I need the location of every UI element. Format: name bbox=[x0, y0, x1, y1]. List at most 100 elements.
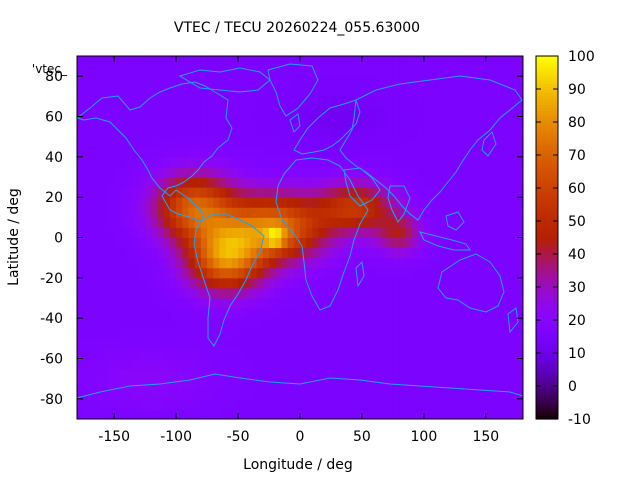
heatmap-cell bbox=[448, 267, 456, 279]
heatmap-cell bbox=[423, 318, 431, 329]
heatmap-cell bbox=[95, 126, 103, 138]
heatmap-cell bbox=[516, 76, 524, 87]
heatmap-cell bbox=[312, 378, 320, 390]
heatmap-cell bbox=[430, 146, 437, 158]
heatmap-cell bbox=[355, 287, 363, 299]
heatmap-cell bbox=[492, 388, 499, 400]
heatmap-cell bbox=[275, 207, 282, 218]
heatmap-cell bbox=[281, 86, 289, 97]
heatmap-cell bbox=[324, 66, 332, 77]
heatmap-cell bbox=[225, 348, 233, 359]
heatmap-cell bbox=[510, 207, 518, 218]
colorbar-segment bbox=[536, 388, 558, 393]
heatmap-cell bbox=[145, 318, 152, 329]
heatmap-cell bbox=[176, 398, 183, 410]
heatmap-cell bbox=[300, 257, 307, 269]
heatmap-cell bbox=[163, 267, 171, 279]
heatmap-cell bbox=[207, 106, 214, 117]
heatmap-cell bbox=[256, 207, 264, 218]
heatmap-cell bbox=[330, 378, 338, 390]
heatmap-cell bbox=[231, 207, 239, 218]
heatmap-cell bbox=[281, 368, 289, 380]
heatmap-cell bbox=[114, 166, 121, 178]
heatmap-cell bbox=[281, 237, 289, 249]
heatmap-cell bbox=[114, 277, 121, 289]
heatmap-cell bbox=[126, 237, 134, 249]
colorbar-segment bbox=[536, 155, 558, 160]
colorbar-segment bbox=[536, 80, 558, 84]
heatmap-cell bbox=[126, 156, 134, 168]
heatmap-cell bbox=[225, 116, 233, 128]
colorbar-segment bbox=[536, 122, 558, 127]
heatmap-cell bbox=[169, 116, 177, 128]
heatmap-cell bbox=[467, 398, 474, 410]
heatmap-cell bbox=[151, 388, 159, 400]
heatmap-cell bbox=[89, 257, 97, 269]
heatmap-cell bbox=[157, 76, 165, 87]
heatmap-cell bbox=[355, 197, 363, 208]
colorbar-segment bbox=[536, 204, 558, 208]
heatmap-cell bbox=[330, 257, 338, 269]
heatmap-cell bbox=[337, 177, 344, 188]
heatmap-cell bbox=[423, 187, 431, 198]
heatmap-cell bbox=[238, 146, 245, 158]
heatmap-cell bbox=[411, 338, 419, 349]
y-axis-label: Latitude / deg bbox=[6, 188, 22, 286]
heatmap-cell bbox=[126, 318, 134, 329]
heatmap-cell bbox=[83, 318, 90, 329]
heatmap-cell bbox=[448, 197, 456, 208]
heatmap-cell bbox=[138, 398, 146, 410]
heatmap-cell bbox=[163, 76, 171, 87]
heatmap-cell bbox=[504, 388, 512, 400]
heatmap-cell bbox=[219, 177, 227, 188]
heatmap-cell bbox=[126, 267, 134, 279]
heatmap-cell bbox=[95, 308, 103, 319]
heatmap-cell bbox=[89, 358, 97, 370]
heatmap-cell bbox=[442, 227, 450, 238]
heatmap-cell bbox=[120, 408, 128, 420]
heatmap-cell bbox=[368, 66, 375, 77]
heatmap-cell bbox=[448, 166, 456, 178]
heatmap-cell bbox=[157, 126, 165, 138]
heatmap-cell bbox=[312, 126, 320, 138]
heatmap-cell bbox=[207, 328, 214, 339]
heatmap-cell bbox=[361, 177, 369, 188]
heatmap-cell bbox=[436, 156, 443, 168]
heatmap-cell bbox=[182, 237, 189, 249]
heatmap-cell bbox=[281, 247, 289, 259]
heatmap-cell bbox=[250, 66, 258, 77]
heatmap-cell bbox=[281, 156, 289, 168]
heatmap-cell bbox=[101, 187, 109, 198]
heatmap-cell bbox=[343, 358, 351, 370]
heatmap-cell bbox=[89, 318, 97, 329]
heatmap-cell bbox=[361, 328, 369, 339]
heatmap-cell bbox=[77, 217, 84, 228]
heatmap-cell bbox=[368, 298, 375, 309]
heatmap-cell bbox=[281, 408, 289, 420]
heatmap-cell bbox=[423, 277, 431, 289]
heatmap-cell bbox=[355, 328, 363, 339]
heatmap-cell bbox=[467, 298, 474, 309]
heatmap-cell bbox=[250, 338, 258, 349]
heatmap-cell bbox=[318, 56, 326, 67]
heatmap-cell bbox=[479, 257, 487, 269]
heatmap-cell bbox=[169, 298, 177, 309]
heatmap-cell bbox=[448, 318, 456, 329]
heatmap-cell bbox=[430, 177, 437, 188]
heatmap-cell bbox=[194, 287, 202, 299]
heatmap-cell bbox=[306, 207, 313, 218]
heatmap-cell bbox=[77, 86, 84, 97]
heatmap-cell bbox=[318, 96, 326, 107]
heatmap-cell bbox=[157, 287, 165, 299]
heatmap-cell bbox=[498, 378, 505, 390]
heatmap-cell bbox=[510, 378, 518, 390]
heatmap-cell bbox=[485, 187, 493, 198]
heatmap-cell bbox=[287, 177, 295, 188]
heatmap-cell bbox=[343, 237, 351, 249]
heatmap-cell bbox=[169, 86, 177, 97]
heatmap-cell bbox=[238, 257, 245, 269]
heatmap-cell bbox=[306, 308, 313, 319]
heatmap-cell bbox=[442, 156, 450, 168]
heatmap-cell bbox=[510, 358, 518, 370]
heatmap-cell bbox=[423, 237, 431, 249]
